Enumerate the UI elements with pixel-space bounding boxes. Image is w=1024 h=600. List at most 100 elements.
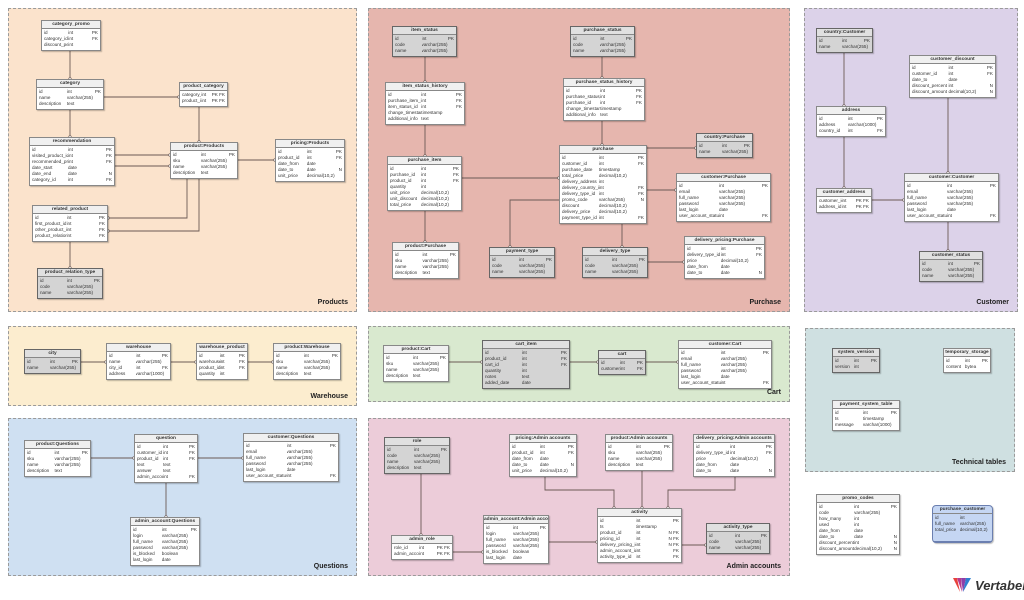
table-purchase-status-history[interactable]: purchase_status_history id int PK purchase_s… xyxy=(563,78,645,121)
table-activity[interactable]: activity id int PK ts timestamp product_id int N… xyxy=(597,508,682,563)
table-related-product[interactable]: related_product id int PK first_product_id in… xyxy=(32,205,108,242)
table-pricing-products[interactable]: pricing:Products id int PK product_id int FK da… xyxy=(275,139,345,182)
table-customer-purchase[interactable]: customer:Purchase id int PK email varchar(255… xyxy=(676,173,771,222)
relationship-line[interactable] xyxy=(108,175,200,232)
column-row: id int PK xyxy=(387,447,447,453)
table-product-purchase[interactable]: product:Purchase id int PK sku varchar(255) na… xyxy=(392,242,459,279)
table-pricing-admin-accounts[interactable]: pricing:Admin accounts id int PK product_id i… xyxy=(509,434,577,477)
relationship-line[interactable] xyxy=(667,475,736,508)
column-type: date xyxy=(720,270,730,275)
table-temporary-storage[interactable]: temporary_storage id int PK content bytea xyxy=(943,348,991,373)
column-name: unit_discount xyxy=(390,196,418,201)
table-category[interactable]: category id int PK name varchar(255) descripti… xyxy=(36,79,104,110)
column-row: id int PK xyxy=(27,450,88,456)
table-admin-account-questions[interactable]: admin_account:Questions id int PK login varch… xyxy=(130,517,200,566)
table-purchase-status[interactable]: purchase_status id int PK code varchar(255) na… xyxy=(570,26,635,57)
table-purchase[interactable]: purchase id int PK customer_id int FK purchase_… xyxy=(559,145,647,224)
table-country-purchase[interactable]: country:Purchase id int PK name varchar(255) xyxy=(696,133,753,158)
column-type: text xyxy=(600,112,608,117)
table-purchase-customer[interactable]: purchase_customer id int full_name varchar(2… xyxy=(932,505,993,543)
table-product-warehouse[interactable]: product:Warehouse id int PK sku varchar(255) n… xyxy=(273,343,341,380)
column-flags: N FK xyxy=(668,536,679,541)
relationship-line[interactable] xyxy=(544,477,615,508)
column-name: user_account_status_id xyxy=(681,380,721,385)
table-category-promo[interactable]: category_promo id int PK category_id int FK dis… xyxy=(41,20,101,51)
table-columns: id int PK name varchar(255) city_id int FK addre… xyxy=(107,352,170,379)
column-row: name varchar(255) xyxy=(819,44,870,50)
table-product-relation-type[interactable]: product_relation_type id int PK code varchar(… xyxy=(37,268,103,299)
column-type: varchar(255) xyxy=(200,164,227,169)
table-customer-status[interactable]: customer_status id int PK code varchar(255) na… xyxy=(919,251,983,282)
table-recommendation[interactable]: recommendation id int PK visited_product_id i… xyxy=(29,137,115,186)
table-role[interactable]: role id int PK code varchar(255) name varchar(2… xyxy=(384,437,450,474)
table-item-status-history[interactable]: item_status_history id int PK purchase_item_… xyxy=(385,82,465,125)
relationship-line[interactable] xyxy=(108,175,188,219)
column-type: int xyxy=(219,353,225,358)
column-type: varchar(1000) xyxy=(847,122,877,127)
table-country-customer[interactable]: country:Customer id int PK name varchar(255) xyxy=(816,28,873,53)
column-type: int xyxy=(947,213,952,218)
table-delivery-type[interactable]: delivery_type id int PK code varchar(255) name… xyxy=(582,247,648,278)
column-row: delivery_type_id int FK xyxy=(696,450,772,456)
column-type: int xyxy=(66,221,72,226)
column-type: varchar(255) xyxy=(161,545,188,550)
table-customer-questions[interactable]: customer:Questions id int PK email varchar(25… xyxy=(243,433,339,482)
column-row: delivery_type_id int FK xyxy=(562,191,644,197)
table-title: address xyxy=(817,107,885,115)
column-name: sku xyxy=(27,456,35,461)
column-type: varchar(255) xyxy=(599,42,626,47)
column-type: int xyxy=(598,185,604,190)
column-flags: PK xyxy=(190,527,197,532)
table-delivery-pricing-admin-accounts[interactable]: delivery_pricing:Admin accounts id int PK de… xyxy=(693,434,775,477)
table-payment-system-table[interactable]: payment_system_table id int PK ts timestamp me… xyxy=(832,400,900,431)
table-warehouse[interactable]: warehouse id int PK name varchar(255) city_id i… xyxy=(106,343,171,380)
table-activity-type[interactable]: activity_type id int PK code varchar(255) name… xyxy=(706,523,770,554)
column-row: quantity int xyxy=(390,184,459,190)
column-name: admin_account_id xyxy=(600,548,636,553)
column-name: name xyxy=(387,459,399,464)
column-type: int xyxy=(964,358,970,363)
table-purchase-item[interactable]: purchase_item id int PK purchase_id int FK prod… xyxy=(387,156,462,211)
table-product-cart[interactable]: product:Cart id int PK sku varchar(255) name va… xyxy=(383,345,449,382)
table-customer-discount[interactable]: customer_discount id int PK customer_id int FK… xyxy=(909,55,996,98)
column-type: int xyxy=(735,533,740,538)
table-delivery-pricing-purchase[interactable]: delivery_pricing:Purchase id int PK delivery… xyxy=(684,236,765,279)
table-columns: id int PK product_id int FK date_from date date_… xyxy=(276,148,344,181)
table-product-products[interactable]: product:Products id int PK sku varchar(255) na… xyxy=(170,142,238,179)
table-product-questions[interactable]: product:Questions id int PK sku varchar(255) n… xyxy=(24,440,91,477)
column-row: full_name varchar(255) xyxy=(486,537,546,543)
table-admin-account-admin-accou[interactable]: admin_account:Admin accou id int PK login var… xyxy=(483,515,549,564)
table-columns: idintPKwarehouse_idintFKproduct_idintFKq… xyxy=(197,352,247,379)
table-promo-codes[interactable]: promo_codes id int PK code varchar(255) how_ma… xyxy=(816,494,900,555)
column-row: full_name varchar(255) xyxy=(907,195,996,201)
relationship-line[interactable] xyxy=(509,199,559,247)
table-payment-type[interactable]: payment_type id int PK code varchar(255) name v… xyxy=(489,247,555,278)
column-name: id xyxy=(44,30,48,35)
column-row: id int PK xyxy=(696,444,772,450)
column-type: timestamp xyxy=(600,106,622,111)
table-cart-item[interactable]: cart_item id int PK product_id int FK cart_id in… xyxy=(482,340,570,389)
column-flags: PK xyxy=(560,350,567,355)
column-name: sku xyxy=(173,158,181,163)
table-product-admin-accounts[interactable]: product:Admin accounts id int PK sku varchar(… xyxy=(605,434,673,471)
table-address[interactable]: address id int PK address varchar(1000) countr… xyxy=(816,106,886,137)
table-customer-customer[interactable]: customer:Customer id int PK email varchar(255… xyxy=(904,173,999,222)
column-name: email xyxy=(246,449,257,454)
column-type: int xyxy=(854,540,859,545)
column-name: full_name xyxy=(486,537,506,542)
table-system-version[interactable]: system_version id int PK version int xyxy=(832,348,880,373)
table-item-status[interactable]: item_status id int PK code varchar(255) name va… xyxy=(392,26,457,57)
table-city[interactable]: city id int PK name varchar(255) xyxy=(24,349,81,374)
table-customer-cart[interactable]: customer:Cart id int PK email varchar(255) ful… xyxy=(678,340,772,389)
table-product-category[interactable]: product_category category_i int PK FK produc… xyxy=(179,82,228,107)
column-row: discount_amount decimal(10,2) N xyxy=(819,546,897,552)
column-type: timestamp xyxy=(862,416,885,421)
table-question[interactable]: question id int PK customer_id int FK product_i… xyxy=(134,434,198,483)
table-columns: id int PK email varchar(255) full_name varchar… xyxy=(677,182,770,221)
column-name: id xyxy=(386,355,390,360)
